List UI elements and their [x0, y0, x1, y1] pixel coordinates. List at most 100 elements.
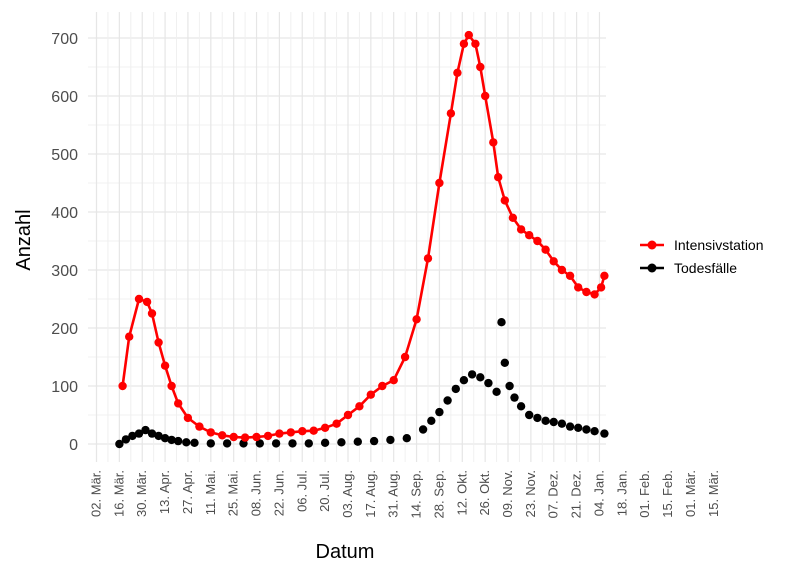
data-point	[160, 361, 170, 370]
data-point	[505, 381, 514, 391]
x-tick-label: 01. Mär.	[683, 470, 698, 517]
data-point	[255, 439, 264, 448]
data-point	[464, 30, 473, 40]
data-point	[389, 376, 398, 385]
data-point	[386, 435, 395, 445]
data-point	[476, 373, 485, 382]
data-point	[147, 309, 157, 318]
x-tick-label: 11. Mai.	[203, 470, 218, 515]
data-point	[320, 438, 330, 447]
data-point	[353, 437, 362, 446]
x-tick-label: 02. Mär.	[89, 470, 104, 517]
data-point	[459, 376, 469, 385]
data-point	[497, 318, 506, 327]
legend-key-point	[647, 263, 657, 273]
data-point	[565, 422, 575, 431]
data-point	[471, 39, 480, 48]
data-point	[174, 436, 183, 446]
data-point	[355, 402, 364, 411]
data-point	[128, 431, 137, 441]
data-point	[525, 410, 534, 420]
data-point	[565, 271, 575, 280]
data-point	[574, 283, 583, 292]
legend-item: Intensivstation	[640, 237, 764, 253]
data-point	[600, 271, 609, 280]
x-tick-label: 06. Jul.	[294, 470, 309, 512]
data-point	[492, 387, 501, 396]
data-point	[147, 429, 157, 438]
data-point	[167, 435, 176, 445]
x-tick-label: 15. Mär.	[706, 470, 721, 517]
y-tick-label: 100	[51, 379, 78, 396]
legend-item: Todesfälle	[640, 260, 737, 276]
data-point	[190, 438, 199, 447]
data-point	[167, 381, 176, 391]
data-point	[443, 396, 452, 405]
series-intensivstation	[118, 30, 609, 442]
data-point	[206, 428, 215, 437]
data-point	[418, 425, 428, 434]
y-tick-label: 400	[51, 205, 78, 222]
data-point	[446, 109, 456, 118]
data-point	[467, 370, 477, 379]
data-point	[400, 352, 410, 362]
legend: Intensivstation Todesfälle	[640, 237, 764, 276]
data-point	[141, 425, 150, 435]
legend-label: Todesfälle	[674, 260, 737, 276]
data-point	[533, 236, 542, 246]
data-point	[369, 436, 379, 446]
x-tick-label: 03. Aug.	[340, 470, 355, 518]
x-tick-label: 23. Nov.	[523, 470, 538, 517]
x-tick-label: 17. Aug.	[363, 470, 378, 518]
data-point	[510, 393, 519, 402]
legend-key-point	[647, 240, 657, 250]
data-point	[541, 416, 550, 425]
x-tick-label: 13. Apr.	[157, 470, 172, 514]
data-point	[332, 419, 341, 428]
data-point	[218, 431, 227, 440]
data-point	[476, 62, 485, 72]
x-tick-label: 14. Sep.	[409, 470, 424, 518]
data-point	[500, 358, 509, 367]
series-layer	[115, 30, 609, 449]
y-axis-title: Anzahl	[13, 209, 35, 270]
data-point	[427, 416, 436, 425]
data-point	[288, 439, 297, 448]
data-point	[134, 294, 144, 304]
data-point	[508, 213, 518, 222]
data-point	[298, 427, 307, 436]
x-tick-label: 04. Jan.	[591, 470, 606, 516]
data-point	[451, 384, 460, 394]
y-tick-label: 300	[51, 263, 78, 280]
data-point	[549, 257, 558, 266]
data-point	[309, 426, 318, 435]
data-point	[337, 438, 346, 447]
y-tick-label: 600	[51, 89, 78, 106]
data-point	[320, 423, 330, 432]
data-point	[182, 438, 191, 447]
ticks: 0 100 200 300 400 500 600 700 02. Mär. 16. Mär. 30…	[51, 31, 720, 518]
data-point	[549, 417, 558, 427]
data-point	[489, 138, 498, 147]
x-tick-label: 21. Dez.	[569, 470, 584, 518]
data-point	[557, 419, 567, 428]
data-point	[222, 439, 232, 448]
data-point	[263, 431, 273, 441]
data-point	[115, 439, 124, 449]
data-point	[557, 265, 567, 275]
data-point	[206, 439, 215, 448]
data-point	[412, 315, 421, 324]
x-tick-label: 09. Nov.	[500, 470, 515, 517]
y-tick-label: 500	[51, 147, 78, 164]
data-point	[183, 413, 193, 423]
data-point	[240, 433, 250, 442]
data-point	[590, 427, 599, 436]
data-point	[402, 434, 411, 443]
data-point	[525, 231, 534, 240]
data-point	[142, 297, 152, 307]
data-point	[596, 283, 606, 292]
data-point	[154, 431, 163, 441]
data-point	[271, 439, 281, 448]
data-point	[516, 402, 526, 411]
